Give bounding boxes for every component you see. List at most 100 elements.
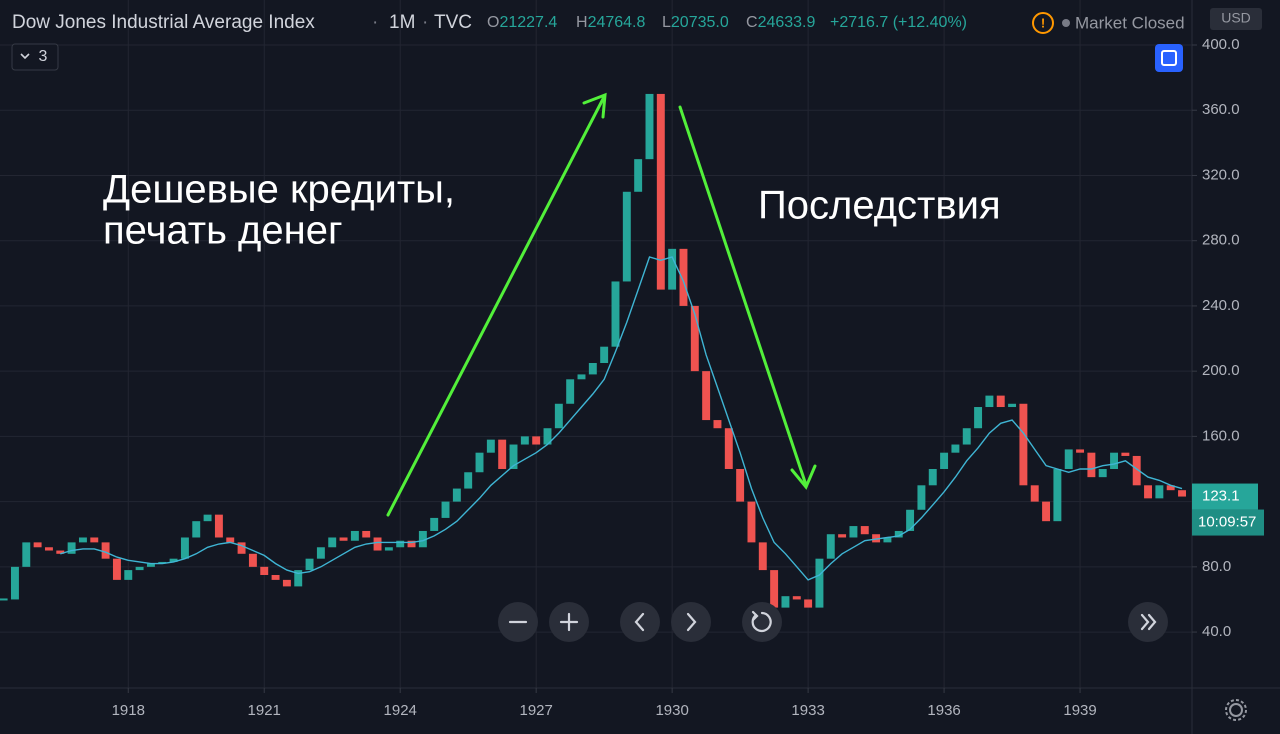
candle-body <box>645 93 654 160</box>
candle-body <box>1098 468 1107 478</box>
candle-body <box>464 472 473 489</box>
candle-body <box>770 570 779 608</box>
candle-body <box>928 468 937 486</box>
last-price-label: 123.1 <box>1202 488 1240 505</box>
y-tick-label: 360.0 <box>1202 101 1240 118</box>
reset-button[interactable] <box>742 602 782 642</box>
candle-body <box>600 346 609 363</box>
annotation: Последствия <box>758 184 1001 228</box>
ohlc-key: L <box>662 14 671 31</box>
candle-body <box>804 599 813 608</box>
candle-body <box>974 407 983 429</box>
candle-body <box>1064 449 1073 469</box>
chart-title: Dow Jones Industrial Average Index <box>12 12 315 33</box>
countdown: 10:09:57 <box>1198 514 1256 531</box>
chevron <box>20 53 30 60</box>
candle-body <box>305 558 314 571</box>
layout-icon <box>1161 50 1177 66</box>
candle-body <box>588 362 597 375</box>
candle-body <box>906 509 915 531</box>
x-tick-label: 1927 <box>519 702 552 719</box>
candle-body <box>56 550 65 554</box>
candle-body <box>101 542 110 559</box>
candle-body <box>679 248 688 306</box>
candle-body <box>860 526 869 535</box>
plot <box>0 93 1186 608</box>
last-price-box <box>1192 483 1258 510</box>
settings-icon <box>1225 699 1247 721</box>
candle-body <box>736 468 745 502</box>
candle-body <box>758 542 767 571</box>
candle-body <box>203 514 212 522</box>
candle-body <box>1030 485 1039 502</box>
candle-body <box>1008 403 1017 408</box>
ohlc-item: L20735.0 <box>662 14 729 31</box>
y-tick-label: 240.0 <box>1202 297 1240 314</box>
candle-body <box>90 537 99 543</box>
candle-body <box>158 561 167 564</box>
candle-body <box>520 436 529 445</box>
status-dot <box>1062 19 1070 27</box>
candle-body <box>146 563 155 567</box>
y-tick-label: 280.0 <box>1202 232 1240 249</box>
candle-body <box>1042 501 1051 522</box>
candle-body <box>940 452 949 469</box>
candle-body <box>781 596 790 608</box>
x-tick-label: 1918 <box>112 702 145 719</box>
warning-icon[interactable] <box>1032 12 1054 34</box>
candle-body <box>67 542 76 554</box>
scroll-left-button[interactable] <box>620 602 660 642</box>
indicators-toggle[interactable] <box>11 43 59 71</box>
candle-body <box>554 403 563 429</box>
arrow-head <box>582 92 607 119</box>
candle-body <box>543 428 552 445</box>
candle-body <box>339 537 348 541</box>
x-tick-label: 1921 <box>248 702 281 719</box>
ohlc-value: 24764.8 <box>588 14 646 31</box>
candle-body <box>418 530 427 548</box>
candle-body <box>872 534 881 543</box>
candle-body <box>815 558 824 608</box>
candle-body <box>1110 452 1119 469</box>
candle-body <box>883 537 892 543</box>
left-icon <box>634 612 645 632</box>
ohlc-item: H24764.8 <box>576 14 646 31</box>
change: +2716.7 (+12.40%) <box>830 14 967 31</box>
candle-body <box>294 570 303 587</box>
annotation: печать денег <box>103 209 343 253</box>
candle-body <box>226 537 235 543</box>
candle-body <box>260 566 269 575</box>
ohlc-value: 20735.0 <box>671 14 729 31</box>
candle-body <box>509 444 518 469</box>
candle-body <box>792 596 801 600</box>
y-tick-label: 160.0 <box>1202 427 1240 444</box>
scroll-right-button[interactable] <box>671 602 711 642</box>
indicator-count: 3 <box>39 48 48 65</box>
candle-body <box>441 501 450 518</box>
axes: 40.080.0120.0160.0200.0240.0280.0320.036… <box>112 36 1264 719</box>
arrow-up <box>386 95 606 517</box>
candle-body <box>396 540 405 548</box>
settings-icon[interactable] <box>1229 703 1243 717</box>
candle-body <box>430 517 439 531</box>
candle-body <box>1076 449 1085 453</box>
separator: · <box>372 12 378 33</box>
candle-body <box>169 558 178 562</box>
candle-body <box>532 436 541 445</box>
candle-body <box>702 371 711 421</box>
candle-body <box>384 547 393 551</box>
candle-body <box>611 281 620 347</box>
candle-body <box>124 570 133 580</box>
candle-body <box>362 530 371 538</box>
interval[interactable]: 1M <box>389 12 415 33</box>
layout-button[interactable] <box>1155 44 1183 72</box>
x-tick-label: 1933 <box>791 702 824 719</box>
candle-body <box>996 395 1005 408</box>
candle-body <box>917 485 926 510</box>
candle-body <box>373 537 382 551</box>
currency-button[interactable] <box>1210 8 1262 30</box>
candle-body <box>452 488 461 502</box>
candle-body <box>747 501 756 543</box>
candle-body <box>838 534 847 538</box>
